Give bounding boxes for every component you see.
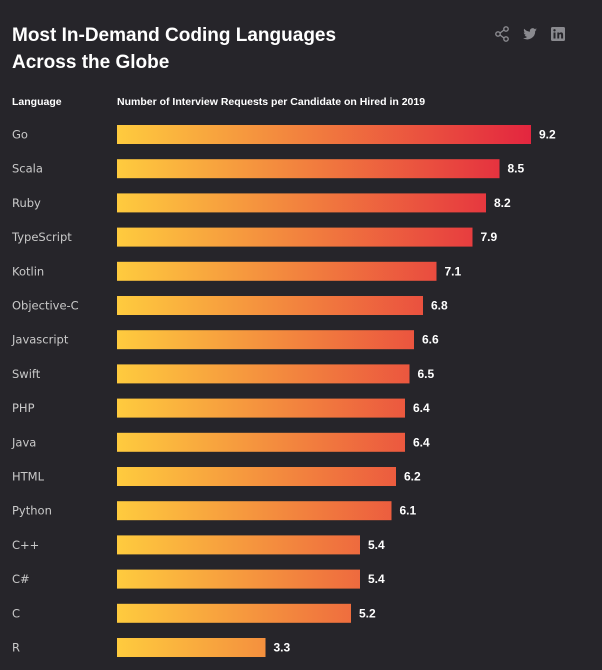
category-label: Scala (12, 162, 43, 176)
value-label: 5.2 (359, 606, 376, 620)
value-label: 5.4 (368, 572, 385, 586)
category-label: TypeScript (11, 230, 72, 244)
category-label: Python (12, 504, 52, 518)
bar[interactable] (117, 125, 531, 144)
share-toolbar (494, 26, 566, 42)
category-label: C (12, 606, 20, 620)
value-label: 9.2 (539, 128, 556, 142)
category-label: HTML (12, 470, 45, 484)
category-label: C++ (12, 538, 39, 552)
value-label: 8.2 (494, 196, 511, 210)
bar[interactable] (117, 296, 423, 315)
bar[interactable] (117, 159, 500, 179)
category-label: Ruby (12, 196, 41, 210)
bar[interactable] (117, 364, 410, 384)
bar[interactable] (117, 261, 437, 281)
value-label: 7.9 (481, 230, 498, 244)
category-label: R (12, 641, 20, 655)
category-column-header: Language (12, 96, 62, 108)
bar[interactable] (117, 467, 396, 486)
category-label: Go (12, 128, 28, 142)
value-label: 3.3 (274, 641, 291, 655)
linkedin-icon[interactable] (550, 26, 566, 42)
value-label: 6.8 (431, 299, 448, 313)
bar[interactable] (117, 501, 392, 521)
value-label: 6.4 (413, 435, 430, 449)
chart-title-line-2: Across the Globe (12, 52, 170, 73)
value-label: 6.1 (400, 504, 417, 518)
value-label: 6.6 (422, 333, 439, 347)
value-label: 6.5 (418, 367, 435, 381)
chart-title: Most In-Demand Coding Languages Across t… (12, 22, 412, 76)
category-label: Swift (12, 367, 41, 381)
category-label: Kotlin (12, 264, 44, 278)
category-label: Objective-C (12, 299, 79, 313)
bar[interactable] (117, 227, 473, 247)
bar[interactable] (117, 535, 360, 555)
value-column-header: Number of Interview Requests per Candida… (117, 96, 426, 108)
value-label: 5.4 (368, 538, 385, 552)
bar[interactable] (117, 603, 351, 623)
chart-title-line-1: Most In-Demand Coding Languages (12, 25, 337, 46)
bar[interactable] (117, 398, 405, 418)
value-label: 7.1 (445, 264, 462, 278)
category-label: PHP (12, 401, 35, 415)
bars-group: Go 9.2 Scala 8.5 Ruby 8.2 TypeScript 7.9 Kotlin 7… (11, 125, 556, 657)
value-label: 6.4 (413, 401, 430, 415)
bar[interactable] (117, 569, 360, 589)
bar[interactable] (117, 193, 486, 213)
twitter-icon[interactable] (522, 26, 538, 42)
category-label: Java (11, 435, 36, 449)
share-icon[interactable] (494, 26, 510, 42)
bar[interactable] (117, 432, 405, 452)
category-label: C# (12, 572, 30, 586)
bar[interactable] (117, 638, 266, 657)
bar[interactable] (117, 330, 414, 350)
value-label: 8.5 (508, 162, 525, 176)
category-label: Javascript (11, 333, 69, 347)
value-label: 6.2 (404, 470, 421, 484)
